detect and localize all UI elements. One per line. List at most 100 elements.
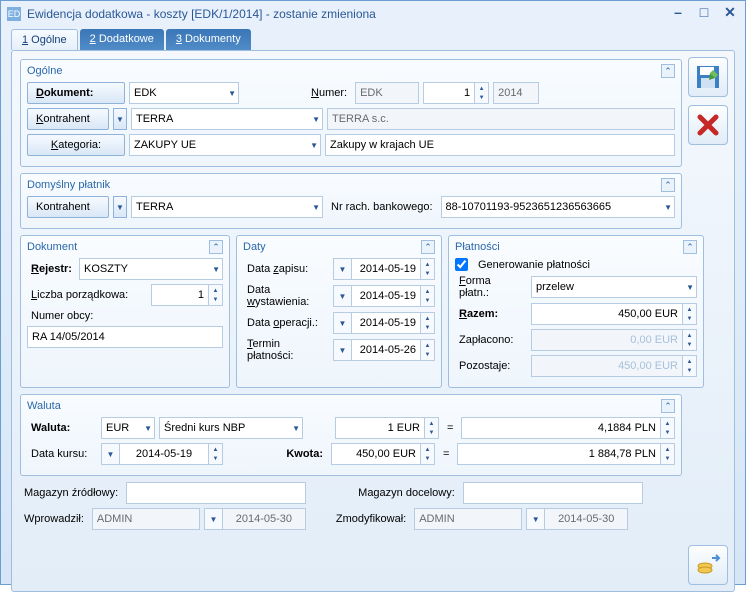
razem-spin[interactable]: ▲▼ [683, 303, 697, 325]
datakursu-input[interactable] [119, 443, 209, 465]
collapse-icon[interactable]: ⌃ [683, 240, 697, 254]
dokument-button[interactable]: Dokument: [27, 82, 125, 104]
razem-input[interactable] [531, 303, 683, 325]
data-oper-label: Data operacji.: [243, 317, 329, 329]
datakursu-label: Data kursu: [27, 448, 97, 460]
mag-src-input[interactable] [126, 482, 306, 504]
one-eur-input[interactable] [335, 417, 425, 439]
tab-dokumenty[interactable]: 3 Dokumenty [166, 29, 251, 50]
collapse-icon[interactable]: ⌃ [661, 178, 675, 192]
platnik-kontr-dd[interactable]: ▼ [113, 196, 127, 218]
numer-label: Numer: [307, 87, 351, 99]
save-button[interactable] [688, 57, 728, 97]
termin-label: Termin płatności: [243, 338, 329, 362]
kontrahent-button[interactable]: Kontrahent [27, 108, 109, 130]
cal-icon: ▼ [204, 508, 222, 530]
data-oper-input[interactable] [351, 312, 421, 334]
kategoria-desc[interactable] [325, 134, 675, 156]
zaplacono-label: Zapłacono: [455, 334, 527, 346]
kwota-spin[interactable]: ▲▼ [421, 443, 435, 465]
kategoria-select[interactable]: ZAKUPY UE▼ [129, 134, 321, 156]
date-spin[interactable]: ▲▼ [421, 285, 435, 307]
cal-icon[interactable]: ▼ [333, 339, 351, 361]
wprowadzil-user [92, 508, 200, 530]
date-spin[interactable]: ▲▼ [421, 258, 435, 280]
collapse-icon[interactable]: ⌃ [421, 240, 435, 254]
tab-dodatkowe[interactable]: 2 Dodatkowe [80, 29, 164, 50]
collapse-icon[interactable]: ⌃ [661, 399, 675, 413]
panel-ogolne: Ogólne⌃ Dokument: EDK▼ Numer: ▲▼ Kontrah… [20, 59, 682, 167]
date-spin[interactable]: ▲▼ [209, 443, 223, 465]
pozostaje-input [531, 355, 683, 377]
numer-no-input[interactable] [423, 82, 475, 104]
panel-platnik: Domyślny płatnik⌃ Kontrahent ▼ TERRA▼ Nr… [20, 173, 682, 229]
rate-spin[interactable]: ▲▼ [661, 417, 675, 439]
numer-spin[interactable]: ▲▼ [475, 82, 489, 104]
panel-waluta: Waluta⌃ Waluta: EUR▼ Średni kurs NBP▼ ▲▼… [20, 394, 682, 476]
gen-label: Generowanie płatności [474, 259, 594, 271]
kwota-input[interactable] [331, 443, 421, 465]
mag-dst-input[interactable] [463, 482, 643, 504]
kontrahent-name [327, 108, 675, 130]
kwota-label: Kwota: [227, 448, 327, 460]
kontrahent-dd[interactable]: ▼ [113, 108, 127, 130]
kategoria-button[interactable]: Kategoria: [27, 134, 125, 156]
minimize-button[interactable]: – [669, 5, 687, 21]
cancel-button[interactable] [688, 105, 728, 145]
cal-icon[interactable]: ▼ [333, 285, 351, 307]
gen-checkbox[interactable] [455, 258, 468, 271]
rejestr-label: Rejestr: [27, 263, 75, 275]
window-title: Ewidencja dodatkowa - koszty [EDK/1/2014… [27, 7, 376, 21]
pozostaje-spin: ▲▼ [683, 355, 697, 377]
panel-waluta-title: Waluta [27, 400, 61, 412]
dokument-select[interactable]: EDK▼ [129, 82, 239, 104]
cal-icon[interactable]: ▼ [333, 258, 351, 280]
lp-input[interactable] [151, 284, 209, 306]
numerobcy-input[interactable] [27, 326, 223, 348]
one-spin[interactable]: ▲▼ [425, 417, 439, 439]
data-zapisu-input[interactable] [351, 258, 421, 280]
kontrahent-select[interactable]: TERRA▼ [131, 108, 323, 130]
wprowadzil-label: Wprowadził: [20, 513, 88, 525]
kwotapln-spin[interactable]: ▲▼ [661, 443, 675, 465]
lp-spin[interactable]: ▲▼ [209, 284, 223, 306]
cal-icon: ▼ [526, 508, 544, 530]
collapse-icon[interactable]: ⌃ [209, 240, 223, 254]
mag-dst-label: Magazyn docelowy: [354, 487, 459, 499]
date-spin[interactable]: ▲▼ [421, 312, 435, 334]
tab-ogolne[interactable]: 1 Ogólne [11, 29, 78, 50]
transfer-button[interactable] [688, 545, 728, 585]
app-icon: ED [7, 7, 21, 21]
window: ED Ewidencja dodatkowa - koszty [EDK/1/2… [0, 0, 746, 585]
mag-src-label: Magazyn źródłowy: [20, 487, 122, 499]
close-button[interactable]: ✕ [721, 5, 739, 21]
zmod-label: Zmodyfikował: [332, 513, 410, 525]
kwota-pln-input[interactable] [457, 443, 661, 465]
zmod-date [544, 508, 628, 530]
data-wyst-input[interactable] [351, 285, 421, 307]
waluta-select[interactable]: EUR▼ [101, 417, 155, 439]
panel-dokument-title: Dokument [27, 241, 77, 253]
kurs-select[interactable]: Średni kurs NBP▼ [159, 417, 303, 439]
pozostaje-label: Pozostaje: [455, 360, 527, 372]
panel-platnosci-title: Płatności [455, 241, 500, 253]
rach-select[interactable]: 88-10701193-9523651236563665▼ [441, 196, 676, 218]
rate-input[interactable] [461, 417, 661, 439]
platnik-kontr-select[interactable]: TERRA▼ [131, 196, 323, 218]
lp-label: Liczba porządkowa: [27, 289, 147, 301]
termin-input[interactable] [351, 339, 421, 361]
rejestr-select[interactable]: KOSZTY▼ [79, 258, 223, 280]
panel-platnosci: Płatności ⌃ Generowanie płatności Forma p… [448, 235, 704, 388]
zmod-user [414, 508, 522, 530]
forma-select[interactable]: przelew▼ [531, 276, 697, 298]
maximize-button[interactable]: □ [695, 5, 713, 21]
panel-daty: Daty⌃ Data zapisu: ▼▲▼ Data wystawienia:… [236, 235, 442, 388]
date-spin[interactable]: ▲▼ [421, 339, 435, 361]
platnik-kontr-button[interactable]: Kontrahent [27, 196, 109, 218]
forma-label: Forma płatn.: [455, 275, 527, 299]
cal-icon[interactable]: ▼ [333, 312, 351, 334]
cal-icon[interactable]: ▼ [101, 443, 119, 465]
coins-icon [695, 552, 721, 578]
numerobcy-label: Numer obcy: [27, 310, 97, 322]
collapse-icon[interactable]: ⌃ [661, 64, 675, 78]
